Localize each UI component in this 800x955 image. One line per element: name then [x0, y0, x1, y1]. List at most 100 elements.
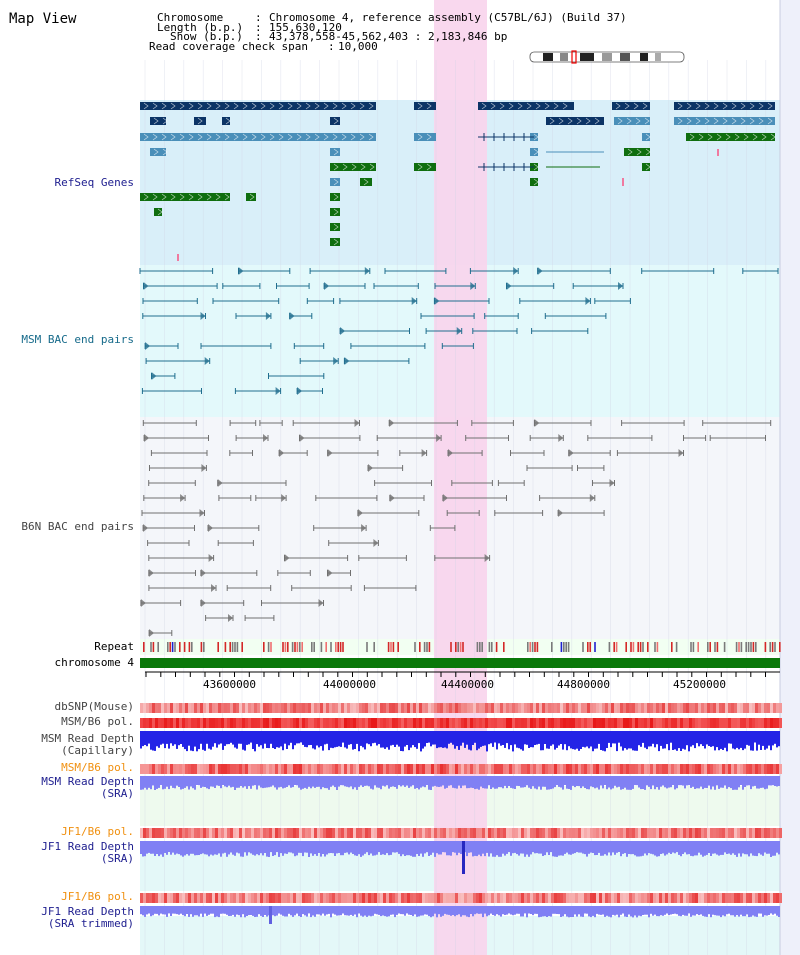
jf1-depth-sra-bar — [488, 841, 490, 857]
jf1-depth-trimmed-bar — [382, 906, 384, 916]
msm-depth-sra-bar — [612, 776, 614, 789]
dbsnp-strip — [689, 703, 692, 713]
refseq-gene — [674, 102, 775, 110]
msm-depth-sra-bar — [716, 776, 718, 786]
msm-b6-pol-strip — [416, 718, 419, 728]
msm-depth-capillary-bar — [648, 731, 650, 747]
dbsnp-strip — [653, 703, 656, 713]
track-label-msm-b6-pol-sra[interactable]: MSM/B6 pol. — [61, 761, 134, 774]
jf1-b6-pol-trimmed-strip — [443, 893, 446, 903]
gene-strand-arrow — [197, 193, 203, 201]
track-label-msm-depth-sra[interactable]: MSM Read Depth — [41, 775, 134, 788]
msm-depth-sra-bar — [734, 776, 736, 790]
jf1-b6-pol-strip — [647, 828, 650, 838]
right-margin — [780, 0, 800, 955]
msm-b6-pol-sra-strip — [734, 764, 737, 774]
msm-depth-capillary-bar — [598, 731, 600, 744]
track-label-b6n-bac[interactable]: B6N BAC end pairs — [21, 520, 134, 533]
msm-depth-sra-bar — [476, 776, 478, 789]
msm-depth-sra-bar — [704, 776, 706, 788]
jf1-depth-trimmed-bar — [730, 906, 732, 916]
jf1-b6-pol-trimmed-strip — [692, 893, 695, 903]
msm-b6-pol-strip — [569, 718, 572, 728]
jf1-depth-sra-bar — [342, 841, 344, 856]
gene-strand-arrow — [722, 117, 728, 125]
msm-depth-capillary-bar — [476, 731, 478, 751]
jf1-depth-trimmed-bar — [688, 906, 690, 914]
jf1-depth-trimmed-bar — [526, 906, 528, 918]
track-label-msm-b6-pol[interactable]: MSM/B6 pol. — [61, 715, 134, 728]
msm-b6-pol-strip — [422, 718, 425, 728]
track-label-dbsnp[interactable]: dbSNP(Mouse) — [54, 700, 134, 713]
dbsnp-strip — [617, 703, 620, 713]
track-label-chromosome[interactable]: chromosome 4 — [54, 656, 134, 669]
dbsnp-strip — [356, 703, 359, 713]
jf1-b6-pol-strip — [170, 828, 173, 838]
jf1-b6-pol-trimmed-strip — [374, 893, 377, 903]
jf1-b6-pol-strip — [605, 828, 608, 838]
jf1-depth-sra-bar — [244, 841, 246, 853]
track-label-jf1-depth-trimmed[interactable]: JF1 Read Depth — [41, 905, 134, 918]
track-label-msm-bac[interactable]: MSM BAC end pairs — [21, 333, 134, 346]
dbsnp-strip — [164, 703, 167, 713]
jf1-depth-trimmed-bar — [368, 906, 370, 916]
jf1-depth-trimmed-bar — [252, 906, 254, 916]
jf1-b6-pol-trimmed-strip — [554, 893, 557, 903]
jf1-b6-pol-strip — [710, 828, 713, 838]
gene-strand-arrow — [350, 133, 356, 141]
jf1-depth-sra-bar — [180, 841, 182, 856]
jf1-b6-pol-trimmed-strip — [293, 893, 296, 903]
jf1-b6-pol-trimmed-strip — [383, 893, 386, 903]
jf1-depth-sra-bar — [554, 841, 556, 857]
msm-depth-capillary-bar — [524, 731, 526, 745]
jf1-b6-pol-strip — [662, 828, 665, 838]
msm-b6-pol-sra-strip — [581, 764, 584, 774]
jf1-b6-pol-strip — [458, 828, 461, 838]
jf1-depth-sra-bar — [392, 841, 394, 853]
b6n-bac-pair-arrow — [200, 599, 206, 607]
jf1-depth-trimmed-bar — [564, 906, 566, 915]
msm-depth-capillary-bar — [232, 731, 234, 745]
msm-depth-capillary-bar — [376, 731, 378, 746]
msm-depth-capillary-bar — [696, 731, 698, 744]
dbsnp-strip — [344, 703, 347, 713]
msm-depth-sra-bar — [184, 776, 186, 788]
jf1-depth-sra-bar — [202, 841, 204, 854]
repeat-element — [270, 642, 272, 652]
jf1-depth-trimmed-bar — [156, 906, 158, 914]
msm-b6-pol-strip — [332, 718, 335, 728]
jf1-depth-sra-bar — [198, 841, 200, 855]
jf1-depth-trimmed-bar — [304, 906, 306, 916]
msm-depth-capillary-bar — [714, 731, 716, 751]
msm-depth-capillary-bar — [748, 731, 750, 746]
dbsnp-strip — [515, 703, 518, 713]
jf1-depth-trimmed-bar — [544, 906, 546, 917]
msm-depth-sra-bar — [698, 776, 700, 789]
jf1-b6-pol-strip — [437, 828, 440, 838]
gene-strand-arrow — [642, 102, 648, 110]
msm-b6-pol-strip — [392, 718, 395, 728]
jf1-depth-sra-bar — [584, 841, 586, 855]
msm-depth-sra-bar — [440, 776, 442, 787]
track-label-jf1-b6-pol[interactable]: JF1/B6 pol. — [61, 825, 134, 838]
jf1-b6-pol-strip — [293, 828, 296, 838]
jf1-depth-sra-bar — [772, 841, 774, 856]
track-label-jf1-depth-sra[interactable]: JF1 Read Depth — [41, 840, 134, 853]
msm-b6-pol-sra-strip — [683, 764, 686, 774]
msm-b6-pol-strip — [563, 718, 566, 728]
jf1-b6-pol-trimmed-strip — [758, 893, 761, 903]
msm-depth-capillary-bar — [140, 731, 142, 749]
track-label-refseq[interactable]: RefSeq Genes — [54, 176, 134, 189]
msm-b6-pol-strip — [335, 718, 338, 728]
msm-depth-capillary-bar — [356, 731, 358, 744]
msm-depth-capillary-bar — [352, 731, 354, 750]
track-label-msm-depth-capillary[interactable]: MSM Read Depth — [41, 732, 134, 745]
msm-b6-pol-sra-strip — [779, 764, 782, 774]
jf1-depth-sra-bar — [400, 841, 402, 857]
jf1-depth-trimmed-bar — [256, 906, 258, 917]
track-label-jf1-b6-pol-trimmed[interactable]: JF1/B6 pol. — [61, 890, 134, 903]
msm-depth-capillary-bar — [638, 731, 640, 746]
jf1-depth-sra-bar — [458, 841, 460, 853]
track-label-repeat[interactable]: Repeat — [94, 640, 134, 653]
